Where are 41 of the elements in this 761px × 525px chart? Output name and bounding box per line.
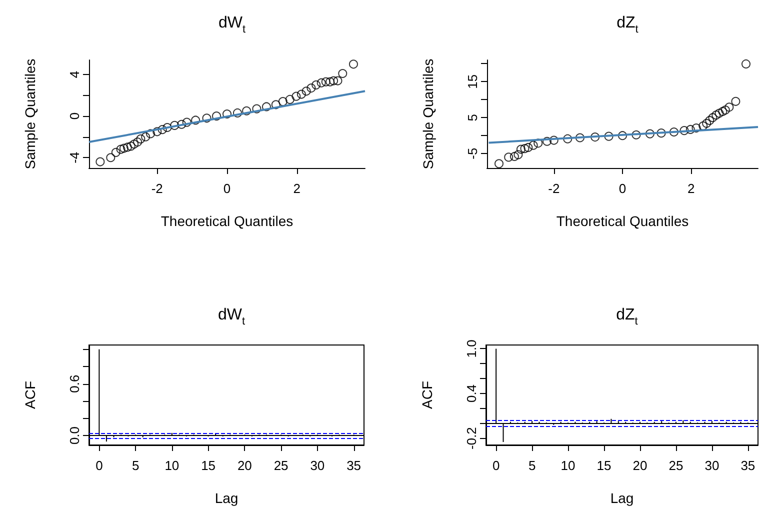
x-tick-label: 0	[492, 458, 500, 473]
y-axis-title: Sample Quantiles	[22, 58, 38, 170]
x-tick-label: 30	[310, 458, 325, 473]
x-axis-title: Theoretical Quantiles	[556, 213, 689, 229]
x-tick-label: 30	[704, 458, 720, 473]
x-tick-label: 2	[687, 181, 695, 196]
x-tick-label: 25	[274, 458, 288, 473]
x-tick-label: 25	[668, 458, 684, 473]
x-tick-label: 15	[596, 458, 612, 473]
y-tick-label: 0	[67, 112, 82, 120]
x-tick-label: 10	[164, 458, 180, 473]
y-axis-title: Sample Quantiles	[420, 58, 436, 170]
y-axis-title: ACF	[22, 381, 38, 409]
y-tick-label: 5	[465, 114, 480, 122]
x-axis-title: Lag	[214, 490, 238, 506]
x-tick-label: 0	[223, 181, 231, 196]
x-tick-label: 35	[740, 458, 756, 473]
y-tick-label: -0.2	[464, 427, 479, 450]
x-tick-label: 5	[528, 458, 536, 473]
y-tick-label: 0.4	[464, 384, 479, 403]
x-tick-label: 2	[293, 181, 300, 196]
x-tick-label: 20	[237, 458, 252, 473]
x-tick-label: 10	[560, 458, 576, 473]
x-axis-title: Lag	[610, 490, 634, 506]
y-tick-label: -4	[67, 152, 82, 164]
y-tick-label: -5	[465, 148, 480, 160]
y-tick-label: 0.0	[67, 426, 82, 445]
x-tick-label: -2	[151, 181, 163, 196]
x-tick-label: 0	[96, 458, 103, 473]
x-tick-label: 15	[201, 458, 216, 473]
x-tick-label: -2	[548, 181, 560, 196]
x-tick-label: 20	[632, 458, 648, 473]
y-tick-label: 0.6	[67, 374, 82, 393]
x-axis-title: Theoretical Quantiles	[160, 213, 294, 229]
y-tick-label: 15	[465, 74, 480, 89]
x-tick-label: 35	[346, 458, 362, 473]
y-axis-title: ACF	[419, 381, 435, 409]
x-tick-label: 5	[132, 458, 140, 473]
y-tick-label: 4	[67, 70, 82, 78]
y-tick-label: 1.0	[464, 340, 479, 358]
x-tick-label: 0	[618, 181, 626, 196]
